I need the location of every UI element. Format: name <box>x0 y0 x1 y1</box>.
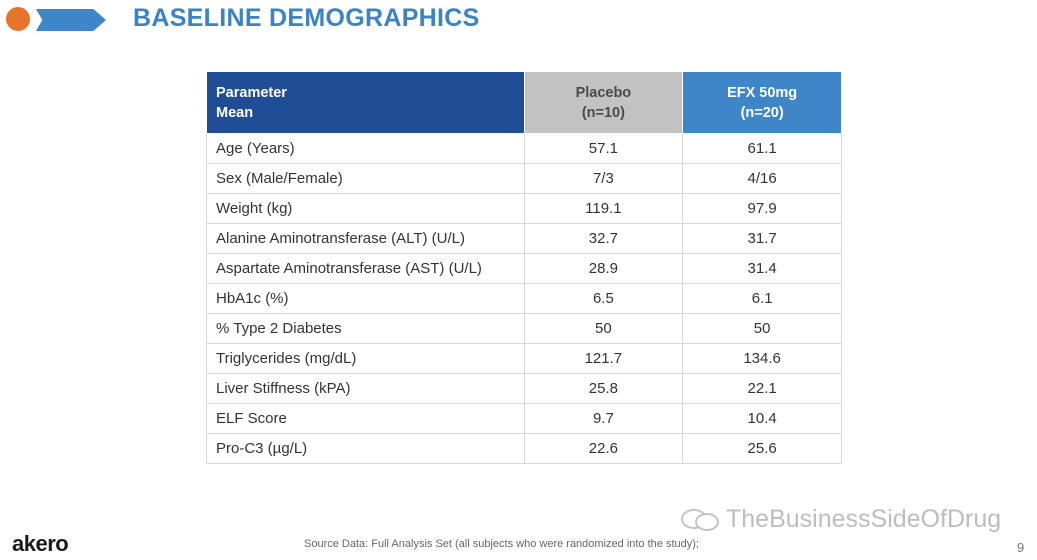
header-parameter: Parameter Mean <box>206 71 525 134</box>
row-parameter: ELF Score <box>206 403 525 434</box>
row-placebo-value: 32.7 <box>523 223 684 254</box>
row-placebo-value: 57.1 <box>523 133 684 164</box>
header-placebo-n: (n=10) <box>581 104 625 121</box>
row-efx-value: 134.6 <box>682 343 842 374</box>
watermark-text: TheBusinessSideOfDrug <box>726 505 1002 533</box>
row-parameter: Liver Stiffness (kPA) <box>206 373 525 404</box>
row-placebo-value: 6.5 <box>523 283 684 314</box>
row-placebo-value: 9.7 <box>523 403 684 434</box>
row-placebo-value: 28.9 <box>523 253 684 284</box>
slide-title: BASELINE DEMOGRAPHICS <box>133 4 480 32</box>
header-efx-label: EFX 50mg <box>727 84 798 101</box>
orange-dot-icon <box>6 7 30 31</box>
row-efx-value: 31.7 <box>682 223 842 254</box>
row-placebo-value: 50 <box>523 313 684 344</box>
wechat-icon <box>681 509 719 532</box>
row-placebo-value: 119.1 <box>523 193 684 224</box>
table-row: Pro-C3 (µg/L) 22.6 25.6 <box>206 433 842 464</box>
header-efx: EFX 50mg (n=20) <box>682 71 842 134</box>
row-parameter: Triglycerides (mg/dL) <box>206 343 525 374</box>
slide-header: BASELINE DEMOGRAPHICS <box>0 0 700 40</box>
row-parameter: HbA1c (%) <box>206 283 525 314</box>
row-parameter: Age (Years) <box>206 133 525 164</box>
row-efx-value: 6.1 <box>682 283 842 314</box>
row-efx-value: 61.1 <box>682 133 842 164</box>
chevron-arrow-icon <box>36 9 106 31</box>
row-placebo-value: 22.6 <box>523 433 684 464</box>
row-efx-value: 50 <box>682 313 842 344</box>
row-parameter: Alanine Aminotransferase (ALT) (U/L) <box>206 223 525 254</box>
row-efx-value: 10.4 <box>682 403 842 434</box>
row-efx-value: 25.6 <box>682 433 842 464</box>
row-parameter: Weight (kg) <box>206 193 525 224</box>
table-row: Triglycerides (mg/dL) 121.7 134.6 <box>206 343 842 374</box>
header-mean-label: Mean <box>216 104 254 121</box>
page-number: 9 <box>1017 540 1025 555</box>
baseline-demographics-table: Parameter Mean Placebo (n=10) EFX 50mg (… <box>206 71 842 464</box>
table-row: Alanine Aminotransferase (ALT) (U/L) 32.… <box>206 223 842 254</box>
row-efx-value: 31.4 <box>682 253 842 284</box>
row-efx-value: 4/16 <box>682 163 842 194</box>
header-efx-n: (n=20) <box>740 104 784 121</box>
row-parameter: Sex (Male/Female) <box>206 163 525 194</box>
table-row: Liver Stiffness (kPA) 25.8 22.1 <box>206 373 842 404</box>
row-efx-value: 22.1 <box>682 373 842 404</box>
table-row: Age (Years) 57.1 61.1 <box>206 133 842 164</box>
row-parameter: Pro-C3 (µg/L) <box>206 433 525 464</box>
table-row: Weight (kg) 119.1 97.9 <box>206 193 842 224</box>
table-row: ELF Score 9.7 10.4 <box>206 403 842 434</box>
table-row: HbA1c (%) 6.5 6.1 <box>206 283 842 314</box>
table-row: Aspartate Aminotransferase (AST) (U/L) 2… <box>206 253 842 284</box>
header-placebo-label: Placebo <box>575 84 632 101</box>
table-row: Sex (Male/Female) 7/3 4/16 <box>206 163 842 194</box>
row-parameter: % Type 2 Diabetes <box>206 313 525 344</box>
row-efx-value: 97.9 <box>682 193 842 224</box>
row-placebo-value: 121.7 <box>523 343 684 374</box>
source-note: Source Data: Full Analysis Set (all subj… <box>304 538 699 550</box>
watermark: TheBusinessSideOfDrug <box>680 505 1001 534</box>
table-row: % Type 2 Diabetes 50 50 <box>206 313 842 344</box>
row-placebo-value: 25.8 <box>523 373 684 404</box>
row-parameter: Aspartate Aminotransferase (AST) (U/L) <box>206 253 525 284</box>
akero-logo: akero <box>12 531 69 556</box>
header-placebo: Placebo (n=10) <box>523 71 684 134</box>
row-placebo-value: 7/3 <box>523 163 684 194</box>
table-header-row: Parameter Mean Placebo (n=10) EFX 50mg (… <box>206 71 842 134</box>
header-parameter-label: Parameter <box>216 84 287 101</box>
